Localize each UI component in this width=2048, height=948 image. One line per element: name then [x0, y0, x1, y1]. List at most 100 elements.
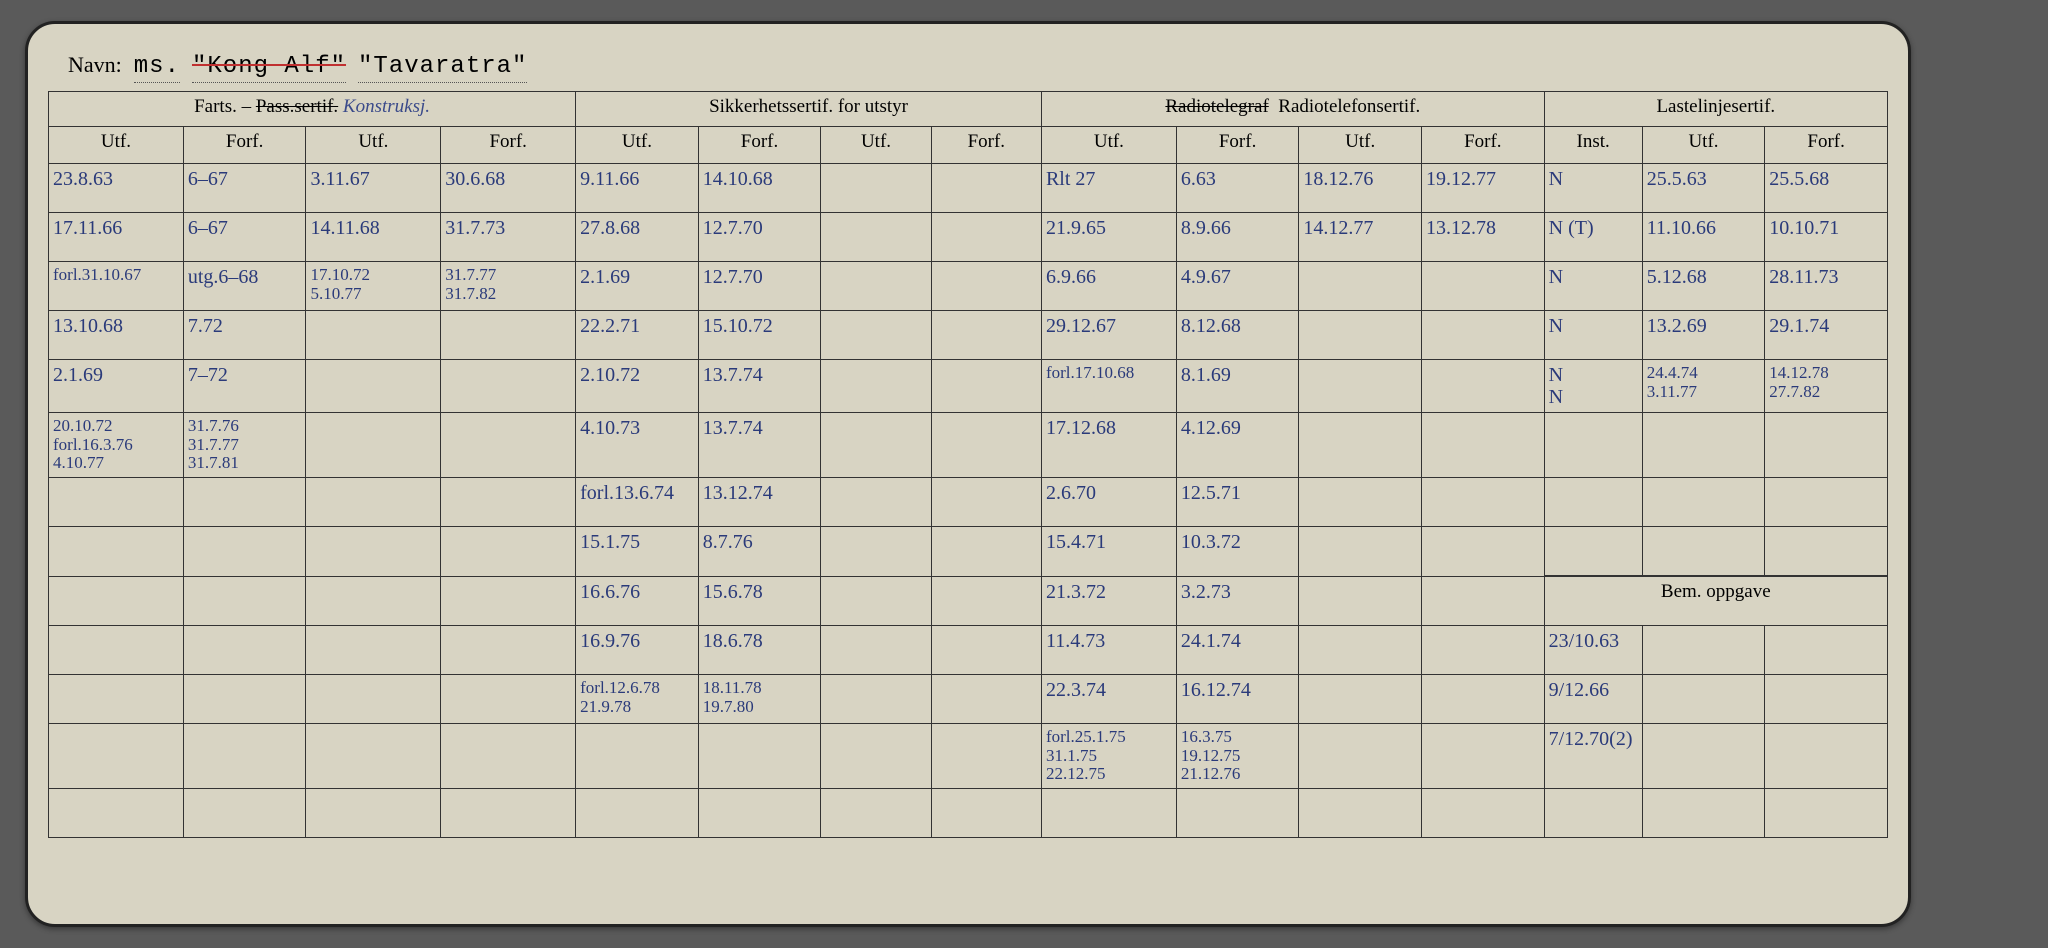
cell: 27.8.68: [576, 213, 699, 262]
cell: [306, 413, 441, 478]
cell: 29.12.67: [1041, 311, 1176, 360]
table-row: forl.25.1.7531.1.7522.12.7516.3.7519.12.…: [49, 724, 1888, 789]
cell: [441, 626, 576, 675]
cell: [931, 262, 1041, 311]
group-farts: Farts. – Pass.sertif. Konstruksj.: [49, 92, 576, 127]
cell: [1299, 576, 1422, 626]
cell: [1422, 626, 1545, 675]
cell: 7.72: [183, 311, 306, 360]
cell: [1642, 478, 1765, 527]
cell: [1299, 789, 1422, 838]
cell: [1422, 527, 1545, 577]
cell: 24.4.743.11.77: [1642, 360, 1765, 413]
cell: [1422, 724, 1545, 789]
cell: [1642, 413, 1765, 478]
cell: 18.12.76: [1299, 164, 1422, 213]
cell: [1422, 789, 1545, 838]
h-forf: Forf.: [1422, 127, 1545, 164]
cell: [1544, 413, 1642, 478]
cell: 2.1.69: [576, 262, 699, 311]
cell: [441, 311, 576, 360]
cell: [1299, 724, 1422, 789]
cell: [1765, 413, 1888, 478]
cell: [183, 576, 306, 626]
cell: 13.7.74: [698, 413, 821, 478]
cell: [576, 789, 699, 838]
h-utf: Utf.: [1642, 127, 1765, 164]
cell: 3.2.73: [1176, 576, 1299, 626]
cell: [821, 724, 931, 789]
cell: [441, 576, 576, 626]
table-row: 2.1.697–722.10.7213.7.74forl.17.10.688.1…: [49, 360, 1888, 413]
table-row: forl.31.10.67utg.6–6817.10.725.10.7731.7…: [49, 262, 1888, 311]
cell: [306, 527, 441, 577]
cell: 29.1.74: [1765, 311, 1888, 360]
cell: [183, 527, 306, 577]
cell: N (T): [1544, 213, 1642, 262]
cell: 13.2.69: [1642, 311, 1765, 360]
cell: forl.25.1.7531.1.7522.12.75: [1041, 724, 1176, 789]
group-lastelinje: Lastelinjesertif.: [1544, 92, 1887, 127]
h-forf: Forf.: [441, 127, 576, 164]
cell: 30.6.68: [441, 164, 576, 213]
cell: 23.8.63: [49, 164, 184, 213]
cell: [1642, 527, 1765, 577]
cell: [698, 789, 821, 838]
cell: 15.10.72: [698, 311, 821, 360]
cell: [1422, 311, 1545, 360]
cell: Rlt 27: [1041, 164, 1176, 213]
cell: 16.3.7519.12.7521.12.76: [1176, 724, 1299, 789]
table-row: 15.1.758.7.7615.4.7110.3.72: [49, 527, 1888, 577]
table-row: 23.8.636–673.11.6730.6.689.11.6614.10.68…: [49, 164, 1888, 213]
cell: [1422, 360, 1545, 413]
cell: 12.5.71: [1176, 478, 1299, 527]
table-row: 17.11.666–6714.11.6831.7.7327.8.6812.7.7…: [49, 213, 1888, 262]
cell: 10.10.71: [1765, 213, 1888, 262]
cell: [1422, 413, 1545, 478]
cell: 7–72: [183, 360, 306, 413]
h-inst: Inst.: [1544, 127, 1642, 164]
cell: 11.10.66: [1642, 213, 1765, 262]
cell: [441, 675, 576, 724]
cell: forl.13.6.74: [576, 478, 699, 527]
h-utf: Utf.: [1041, 127, 1176, 164]
cell: [306, 360, 441, 413]
cell: 5.12.68: [1642, 262, 1765, 311]
h-utf: Utf.: [49, 127, 184, 164]
h-forf: Forf.: [183, 127, 306, 164]
cell: 22.3.74: [1041, 675, 1176, 724]
bem-oppgave-header: Bem. oppgave: [1544, 576, 1887, 626]
cell: [441, 724, 576, 789]
cell: [183, 675, 306, 724]
cell: [1041, 789, 1176, 838]
cell: [306, 724, 441, 789]
cell: [1642, 724, 1765, 789]
cell: [821, 164, 931, 213]
cell: forl.31.10.67: [49, 262, 184, 311]
table-row: 13.10.687.7222.2.7115.10.7229.12.678.12.…: [49, 311, 1888, 360]
cell: [1176, 789, 1299, 838]
cell: [441, 478, 576, 527]
cell: 4.10.73: [576, 413, 699, 478]
navn-name: "Tavaratra": [358, 53, 527, 83]
cell: [1299, 311, 1422, 360]
cell: 14.12.77: [1299, 213, 1422, 262]
cell: [931, 478, 1041, 527]
cell: 2.10.72: [576, 360, 699, 413]
cell: 10.3.72: [1176, 527, 1299, 577]
cell: [821, 626, 931, 675]
cell: [1765, 675, 1888, 724]
h-utf: Utf.: [821, 127, 931, 164]
cell: [49, 576, 184, 626]
cell: [306, 675, 441, 724]
cell: [183, 789, 306, 838]
cell: [183, 626, 306, 675]
cell: 18.6.78: [698, 626, 821, 675]
cell: [1544, 527, 1642, 577]
cell: [821, 311, 931, 360]
name-row: Navn: ms. "Kong Alf" "Tavaratra": [28, 24, 1908, 91]
table-row: [49, 789, 1888, 838]
h-forf: Forf.: [931, 127, 1041, 164]
group-sikkerhet: Sikkerhetssertif. for utstyr: [576, 92, 1042, 127]
cell: [306, 311, 441, 360]
